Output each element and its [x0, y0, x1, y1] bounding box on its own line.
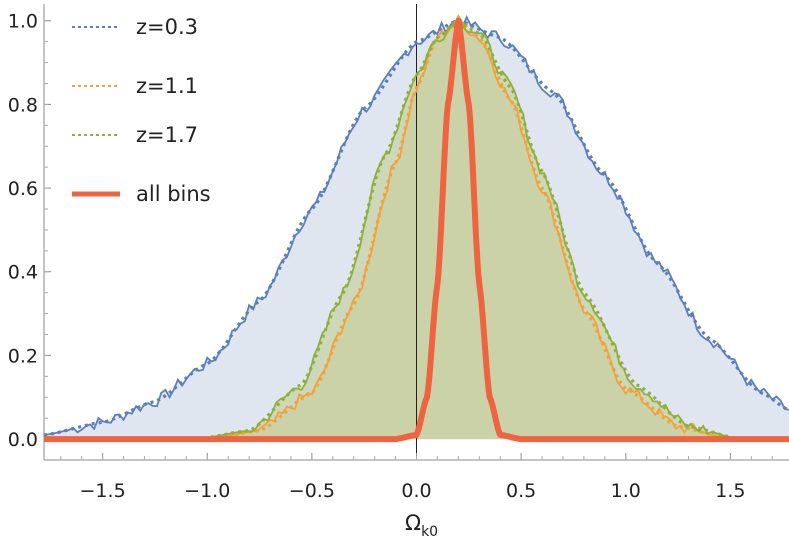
x-tick-label: 0.5 — [506, 480, 536, 502]
legend: z=0.3 z=1.1 z=1.7 all bins — [72, 15, 211, 206]
axes — [43, 4, 789, 461]
legend-label: z=0.3 — [136, 15, 198, 39]
y-tick-label: 1.0 — [8, 11, 38, 33]
x-tick-label: 0.0 — [401, 480, 431, 502]
fit-z-1-1 — [207, 18, 731, 441]
legend-label: z=1.1 — [136, 74, 198, 98]
y-tick-label: 0.4 — [8, 262, 38, 284]
histogram-z-1-1 — [207, 13, 731, 440]
y-tick-label: 0.6 — [8, 178, 38, 200]
tick-labels: −1.5 −1.0 −0.5 0.0 0.5 1.0 1.5 0.0 0.2 0.4 0.6 0.8 1… — [8, 11, 746, 502]
series-lines — [42, 13, 789, 443]
y-tick-label: 0.0 — [8, 429, 38, 451]
fit-z-0-3 — [43, 19, 789, 437]
line-all-bins — [42, 17, 789, 443]
x-tick-label: −0.5 — [289, 480, 335, 502]
fit-z-1-7 — [196, 18, 742, 441]
legend-label: all bins — [136, 182, 211, 206]
x-tick-label: −1.5 — [80, 480, 126, 502]
legend-label: z=1.7 — [136, 123, 198, 147]
x-tick-label: 1.5 — [715, 480, 745, 502]
x-tick-label: 1.0 — [611, 480, 641, 502]
y-tick-label: 0.2 — [8, 345, 38, 367]
area-z-1-7 — [196, 20, 741, 440]
x-axis-label: Ωk0 — [405, 511, 438, 539]
x-tick-label: −1.0 — [184, 480, 230, 502]
y-tick-label: 0.8 — [8, 94, 38, 116]
